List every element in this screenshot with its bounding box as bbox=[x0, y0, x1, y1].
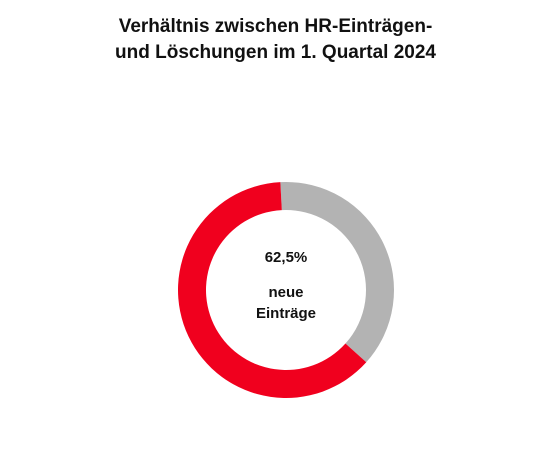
center-value: 62,5% bbox=[265, 249, 308, 266]
center-label-line-1: neue bbox=[268, 284, 303, 301]
donut-slices bbox=[178, 182, 395, 398]
slice-other bbox=[280, 182, 395, 363]
slice-neue-eintraege bbox=[178, 182, 367, 398]
chart-title-line-1: Verhältnis zwischen HR-Einträgen- bbox=[118, 16, 433, 37]
chart-title-line-2: und Löschungen im 1. Quartal 2024 bbox=[115, 42, 436, 63]
center-label-line-2: Einträge bbox=[256, 305, 316, 322]
chart-title: Verhältnis zwischen HR-Einträgen- und Lö… bbox=[0, 14, 551, 66]
